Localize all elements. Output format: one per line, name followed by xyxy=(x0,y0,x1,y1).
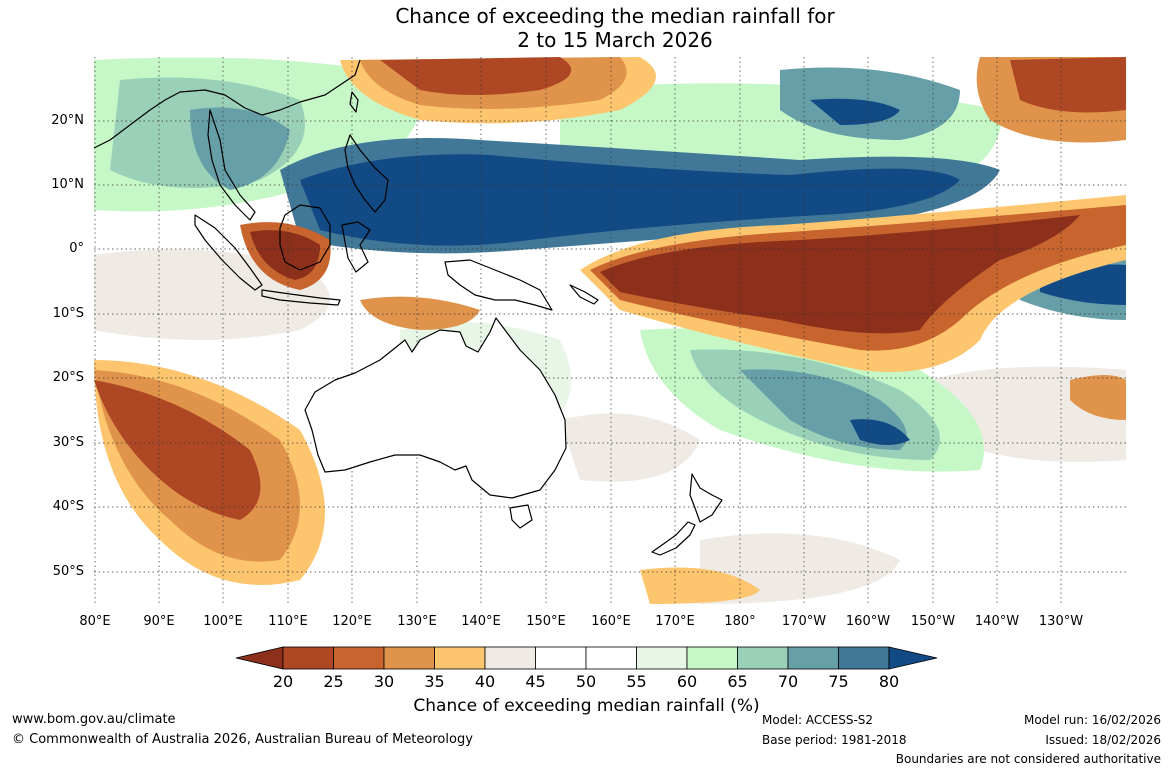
colorbar-tick-label: 80 xyxy=(878,672,900,691)
colorbar xyxy=(235,646,938,670)
australia-coastline xyxy=(304,317,567,499)
dry-area xyxy=(94,380,261,520)
wet-band xyxy=(300,154,960,246)
colorbar-label: Chance of exceeding median rainfall (%) xyxy=(413,696,760,716)
longitude-label: 130°W xyxy=(1038,614,1084,629)
dry-area xyxy=(360,296,480,330)
longitude-label: 140°W xyxy=(974,614,1020,629)
colorbar-tick-label: 25 xyxy=(323,672,344,691)
latitude-label: 30°S xyxy=(52,435,84,450)
colorbar-tick-label: 40 xyxy=(474,672,496,691)
neutral-patch xyxy=(560,413,700,482)
colorbar-segment xyxy=(484,646,536,670)
colorbar-tick-label: 70 xyxy=(777,672,799,691)
map-field xyxy=(94,57,1126,604)
latitude-label: 50°S xyxy=(52,564,84,579)
boundaries-disclaimer: Boundaries are not considered authoritat… xyxy=(895,752,1161,766)
latitude-label: 20°N xyxy=(51,113,84,128)
longitude-label: 170°E xyxy=(655,614,695,629)
taiwan-coastline xyxy=(349,91,359,113)
colorbar-min-arrow xyxy=(235,646,284,670)
borneo-coastline xyxy=(279,204,331,271)
java-coastline xyxy=(261,289,341,306)
dry-tongue xyxy=(600,215,1080,334)
latitude-label: 20°S xyxy=(52,370,84,385)
dry-area xyxy=(640,567,760,604)
colorbar-tick-label: 60 xyxy=(676,672,698,691)
longitude-label: 130°E xyxy=(397,614,437,629)
issued-date: Issued: 18/02/2026 xyxy=(1045,733,1161,747)
longitude-label: 150°W xyxy=(910,614,956,629)
colorbar-segment xyxy=(636,646,688,670)
longitude-label: 160°E xyxy=(591,614,631,629)
copyright-notice: © Commonwealth of Australia 2026, Austra… xyxy=(12,732,473,747)
colorbar-segment xyxy=(787,646,839,670)
sumatra-coastline xyxy=(194,214,263,291)
colorbar-tick-label: 50 xyxy=(575,672,597,691)
colorbar-segment xyxy=(585,646,637,670)
dry-area xyxy=(1010,57,1126,113)
longitude-label: 160°W xyxy=(845,614,891,629)
solomon-coastline xyxy=(569,284,599,305)
new-zealand-south-coastline xyxy=(651,521,696,556)
coastlines xyxy=(94,59,723,556)
philippines-coastline xyxy=(344,134,389,213)
colorbar-tick-label: 55 xyxy=(626,672,647,691)
latitude-label: 10°S xyxy=(52,306,84,321)
colorbar-segment xyxy=(838,646,890,670)
longitude-label: 140°E xyxy=(461,614,501,629)
map-title: Chance of exceeding the median rainfall … xyxy=(0,4,1173,52)
colorbar-tick-label: 35 xyxy=(424,672,445,691)
longitude-label: 180° xyxy=(724,614,756,629)
longitude-label: 150°E xyxy=(526,614,566,629)
colorbar-segment xyxy=(282,646,334,670)
longitude-label: 110°E xyxy=(268,614,308,629)
latitude-label: 40°S xyxy=(52,499,84,514)
base-period: Base period: 1981-2018 xyxy=(762,733,907,747)
longitude-label: 90°E xyxy=(143,614,175,629)
dry-area xyxy=(1070,375,1126,420)
colorbar-tick-label: 75 xyxy=(828,672,849,691)
wet-band xyxy=(850,419,910,445)
model-name: Model: ACCESS-S2 xyxy=(762,713,874,727)
title-line-1: Chance of exceeding the median rainfall … xyxy=(395,4,835,28)
title-line-2: 2 to 15 March 2026 xyxy=(517,28,713,52)
asia-mainland-coastline xyxy=(94,59,361,221)
sulawesi-coastline xyxy=(341,221,371,273)
colorbar-segment xyxy=(383,646,435,670)
tasmania-coastline xyxy=(509,504,533,529)
bom-url[interactable]: www.bom.gov.au/climate xyxy=(12,712,176,727)
new-zealand-north-coastline xyxy=(689,473,723,523)
longitude-label: 170°W xyxy=(781,614,827,629)
model-run-date: Model run: 16/02/2026 xyxy=(1023,713,1161,727)
colorbar-segment xyxy=(737,646,789,670)
latitude-label: 10°N xyxy=(51,177,84,192)
dry-area xyxy=(250,230,320,280)
latitude-label: 0° xyxy=(69,241,84,256)
colorbar-segment xyxy=(686,646,738,670)
colorbar-segment xyxy=(434,646,486,670)
colorbar-tick-label: 20 xyxy=(272,672,294,691)
longitude-label: 80°E xyxy=(79,614,111,629)
colorbar-tick-label: 30 xyxy=(373,672,395,691)
new-guinea-coastline xyxy=(444,259,553,311)
dry-area xyxy=(380,57,572,95)
wet-band xyxy=(810,98,900,125)
longitude-label: 100°E xyxy=(203,614,243,629)
longitude-label: 120°E xyxy=(332,614,372,629)
colorbar-max-arrow xyxy=(888,646,938,670)
colorbar-segment xyxy=(535,646,587,670)
colorbar-segment xyxy=(333,646,385,670)
colorbar-tick-label: 45 xyxy=(525,672,546,691)
graticule xyxy=(94,57,1126,604)
colorbar-tick-label: 65 xyxy=(727,672,748,691)
